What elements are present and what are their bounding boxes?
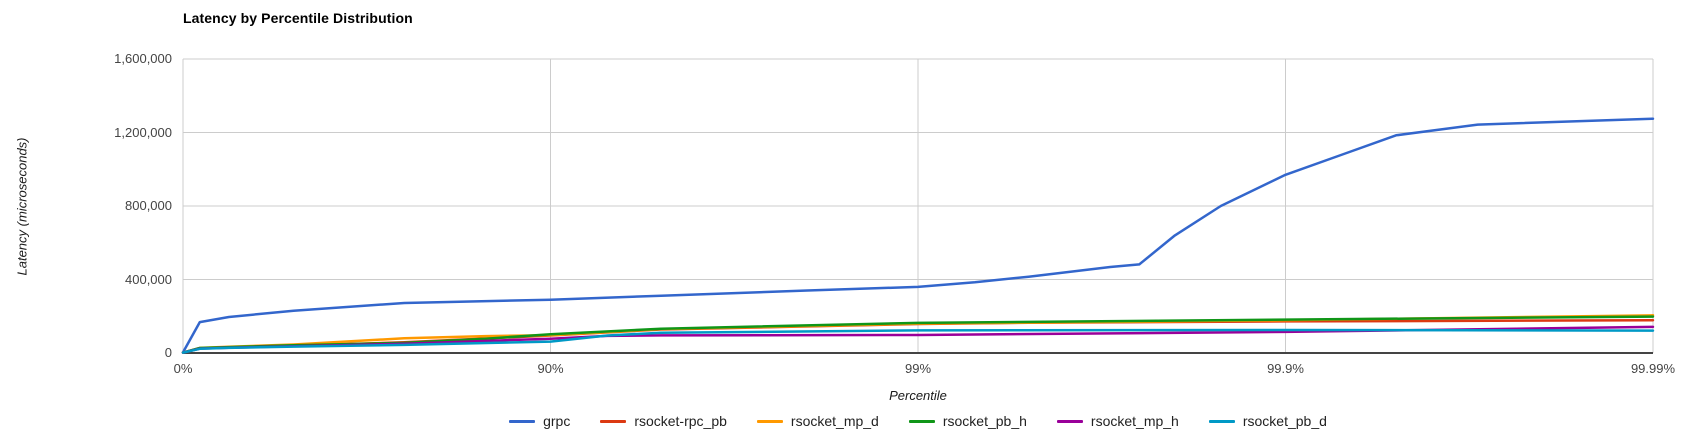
x-axis-title: Percentile (889, 388, 947, 403)
x-tick-label: 99.9% (1267, 361, 1304, 376)
x-tick-label: 0% (173, 361, 193, 376)
legend-swatch-icon (908, 419, 935, 423)
legend-item-rsocket_pb_d: rsocket_pb_d (1208, 413, 1327, 429)
y-tick-label: 800,000 (125, 198, 172, 213)
legend-item-rsocket_mp_h: rsocket_mp_h (1056, 413, 1179, 429)
legend-label: rsocket_pb_h (942, 413, 1027, 429)
legend-label: rsocket_pb_d (1242, 413, 1327, 429)
y-tick-label: 400,000 (125, 271, 172, 287)
legend-swatch-icon (1056, 419, 1083, 423)
y-tick-label: 1,200,000 (114, 124, 172, 140)
chart-title: Latency by Percentile Distribution (183, 10, 413, 26)
legend-label: rsocket-rpc_pb (634, 413, 727, 429)
legend-swatch-icon (600, 419, 627, 423)
legend-swatch-icon (756, 419, 783, 423)
legend-label: grpc (543, 413, 571, 429)
legend-swatch-icon (1208, 419, 1235, 423)
x-tick-label: 90% (537, 361, 564, 376)
y-tick-label: 0 (164, 345, 172, 360)
x-tick-label: 99% (904, 361, 932, 376)
legend-item-grpc: grpc (509, 413, 570, 429)
y-tick-label: 1,600,000 (114, 51, 172, 66)
legend-label: rsocket_mp_h (1090, 413, 1179, 429)
legend-item-rsocket_pb_h: rsocket_pb_h (908, 413, 1027, 429)
x-tick-label: 99.99% (1630, 361, 1676, 376)
legend: grpc rsocket-rpc_pb rsocket_mp_d rsocket_pb… (183, 410, 1653, 432)
legend-label: rsocket_mp_d (790, 413, 879, 429)
legend-item-rsocket-rpc_pb: rsocket-rpc_pb (600, 413, 727, 429)
legend-swatch-icon (509, 419, 536, 423)
legend-item-rsocket_mp_d: rsocket_mp_d (756, 413, 879, 429)
series-line-rsocket_pb_d (181, 328, 1655, 354)
series-line-grpc (181, 117, 1655, 354)
